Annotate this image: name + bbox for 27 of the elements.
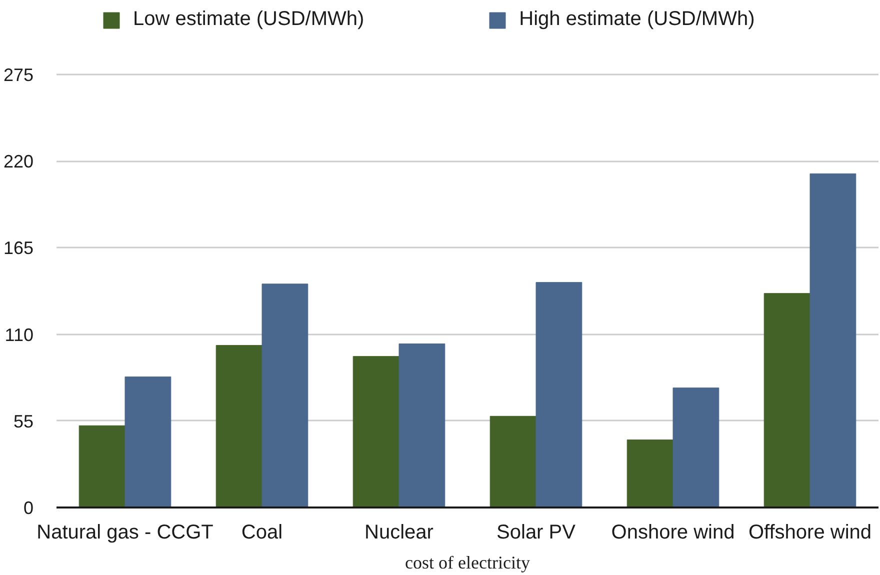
y-tick-label: 110 <box>4 324 34 345</box>
bar <box>490 416 536 508</box>
x-tick-label: Solar PV <box>496 522 576 544</box>
bar <box>672 388 720 508</box>
bar <box>810 173 856 508</box>
bar <box>216 345 262 508</box>
y-tick-label: 275 <box>3 64 34 85</box>
x-tick-label: Coal <box>241 522 283 544</box>
y-tick-label: 220 <box>3 152 34 172</box>
bar <box>398 343 446 508</box>
bar <box>262 284 308 508</box>
y-tick-label: 55 <box>13 411 34 432</box>
legend-label: Low estimate (USD/MWh) <box>133 8 364 31</box>
x-tick-label: Nuclear <box>364 522 434 544</box>
bar <box>626 440 674 508</box>
x-tick-label: Natural gas - CCGT <box>36 522 214 544</box>
x-tick-label: Onshore wind <box>611 522 735 544</box>
x-axis-title: cost of electricity <box>405 552 530 572</box>
y-tick-label: 0 <box>23 498 34 518</box>
legend-label: High estimate (USD/MWh) <box>519 8 755 31</box>
bar <box>78 425 126 508</box>
y-tick-label: 165 <box>3 238 34 258</box>
bar <box>352 356 400 508</box>
bar <box>536 282 582 508</box>
bar <box>764 293 810 508</box>
bar <box>124 376 172 508</box>
x-tick-label: Offshore wind <box>748 522 872 544</box>
